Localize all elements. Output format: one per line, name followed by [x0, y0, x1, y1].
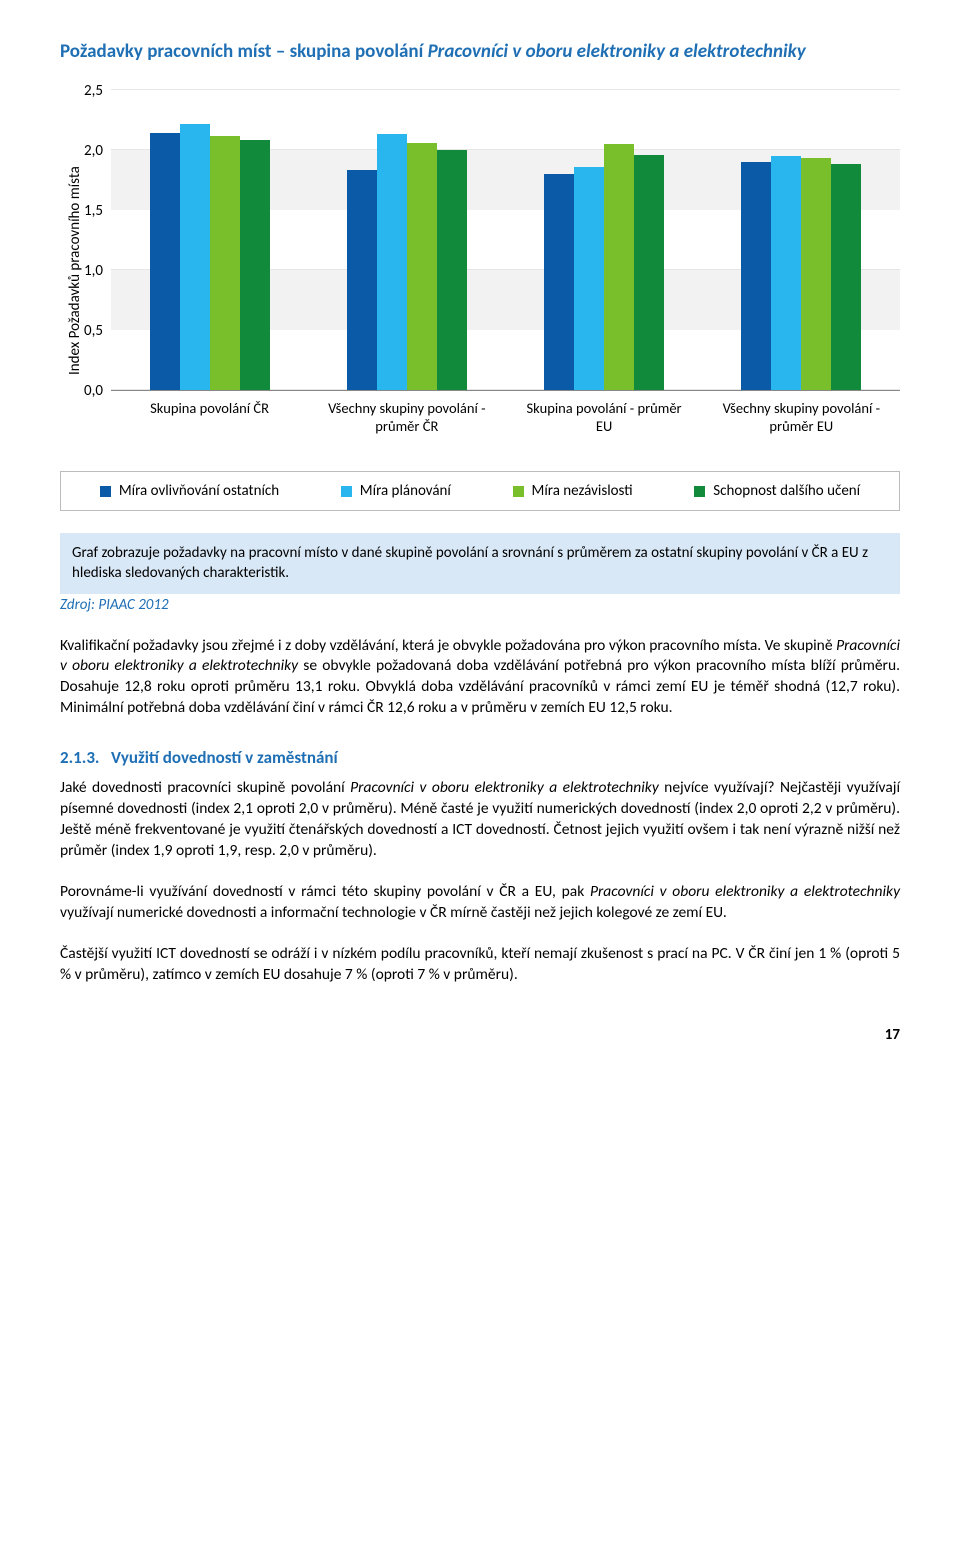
bar: [544, 174, 574, 390]
bar: [831, 164, 861, 390]
p2-a: Jaké dovednosti pracovníci skupině povol…: [60, 778, 350, 797]
p3-italic: Pracovníci v oboru elektroniky a elektro…: [590, 882, 900, 901]
section-title: Využití dovedností v zaměstnání: [111, 747, 338, 768]
bar-group: [320, 134, 494, 390]
x-label: Skupina povolání - průměr EU: [517, 399, 691, 435]
legend-item: Míra nezávislosti: [513, 482, 633, 500]
legend: Míra ovlivňování ostatních Míra plánování…: [60, 471, 900, 511]
paragraph-4: Častější využití ICT dovedností se odráž…: [60, 944, 900, 986]
x-labels: Skupina povolání ČR Všechny skupiny povol…: [111, 399, 900, 435]
legend-label: Míra ovlivňování ostatních: [119, 482, 279, 500]
bar: [377, 134, 407, 390]
section-num: 2.1.3.: [60, 747, 99, 768]
legend-label: Míra plánování: [360, 482, 451, 500]
p3-a: Porovnáme-li využívání dovedností v rámc…: [60, 882, 590, 901]
legend-item: Míra plánování: [341, 482, 451, 500]
bar-group: [517, 144, 691, 390]
p2-italic: Pracovníci v oboru elektroniky a elektro…: [350, 778, 659, 797]
bar: [801, 158, 831, 390]
title-prefix: Požadavky pracovních míst – skupina povo…: [60, 40, 428, 63]
paragraph-3: Porovnáme-li využívání dovedností v rámc…: [60, 882, 900, 924]
legend-item: Míra ovlivňování ostatních: [100, 482, 279, 500]
y-ticks: 2,52,01,51,00,50,0: [84, 91, 111, 391]
legend-label: Schopnost dalšího učení: [713, 482, 860, 500]
p3-b: využívají numerické dovednosti a informa…: [60, 903, 727, 922]
bar: [407, 143, 437, 390]
bar: [150, 133, 180, 390]
page-title: Požadavky pracovních míst – skupina povo…: [60, 40, 900, 63]
bar: [180, 124, 210, 390]
chart: Index Požadavků pracovního místa 2,52,01…: [60, 91, 900, 511]
bar: [240, 140, 270, 390]
legend-swatch: [100, 486, 111, 497]
legend-swatch: [513, 486, 524, 497]
source-line: Zdroj: PIAAC 2012: [60, 596, 900, 614]
bar: [604, 144, 634, 390]
legend-label: Míra nezávislosti: [532, 482, 633, 500]
bar: [347, 170, 377, 390]
x-label: Skupina povolání ČR: [123, 399, 297, 435]
page-number: 17: [60, 1026, 900, 1044]
legend-item: Schopnost dalšího učení: [694, 482, 860, 500]
section-heading: 2.1.3. Využití dovedností v zaměstnání: [60, 747, 900, 768]
x-label: Všechny skupiny povolání - průměr EU: [715, 399, 889, 435]
plot-area: [111, 91, 900, 391]
y-axis-label: Index Požadavků pracovního místa: [60, 91, 84, 451]
bar: [574, 167, 604, 390]
bar: [771, 156, 801, 390]
gridline: [111, 89, 900, 90]
bar-group: [123, 124, 297, 390]
p1-a: Kvalifikační požadavky jsou zřejmé i z d…: [60, 636, 836, 655]
bar-group: [715, 156, 889, 390]
bar: [741, 162, 771, 390]
paragraph-2: Jaké dovednosti pracovníci skupině povol…: [60, 778, 900, 862]
bar: [437, 150, 467, 390]
title-italic: Pracovníci v oboru elektroniky a elektro…: [428, 40, 806, 63]
paragraph-1: Kvalifikační požadavky jsou zřejmé i z d…: [60, 636, 900, 720]
bar: [210, 136, 240, 390]
legend-swatch: [694, 486, 705, 497]
info-box: Graf zobrazuje požadavky na pracovní mís…: [60, 533, 900, 594]
legend-swatch: [341, 486, 352, 497]
bar: [634, 155, 664, 390]
x-label: Všechny skupiny povolání - průměr ČR: [320, 399, 494, 435]
